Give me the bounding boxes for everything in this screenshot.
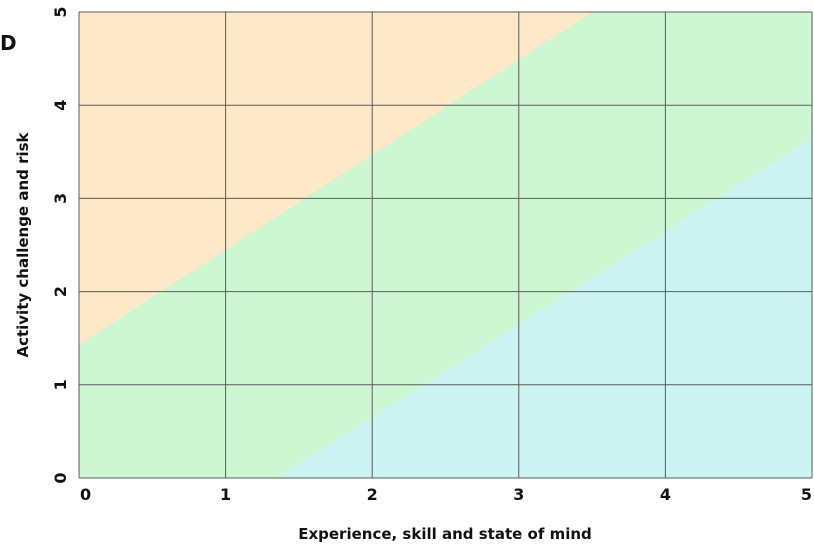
y-tick-label: 5 xyxy=(51,6,70,17)
x-tick-label: 2 xyxy=(367,485,378,504)
x-tick-label: 5 xyxy=(801,485,812,504)
y-tick-label: 1 xyxy=(51,379,70,390)
x-tick-label: 4 xyxy=(660,485,671,504)
y-tick-label: 2 xyxy=(51,286,70,297)
panel-label: D xyxy=(0,31,17,55)
y-tick-label: 3 xyxy=(51,193,70,204)
x-tick-label: 1 xyxy=(220,485,231,504)
y-tick-label: 4 xyxy=(51,100,70,111)
y-axis-label: Activity challenge and risk xyxy=(14,131,32,357)
x-axis-label: Experience, skill and state of mind xyxy=(298,525,592,543)
y-tick-label: 0 xyxy=(51,472,70,483)
x-tick-label: 3 xyxy=(513,485,524,504)
x-tick-label: 0 xyxy=(80,485,91,504)
